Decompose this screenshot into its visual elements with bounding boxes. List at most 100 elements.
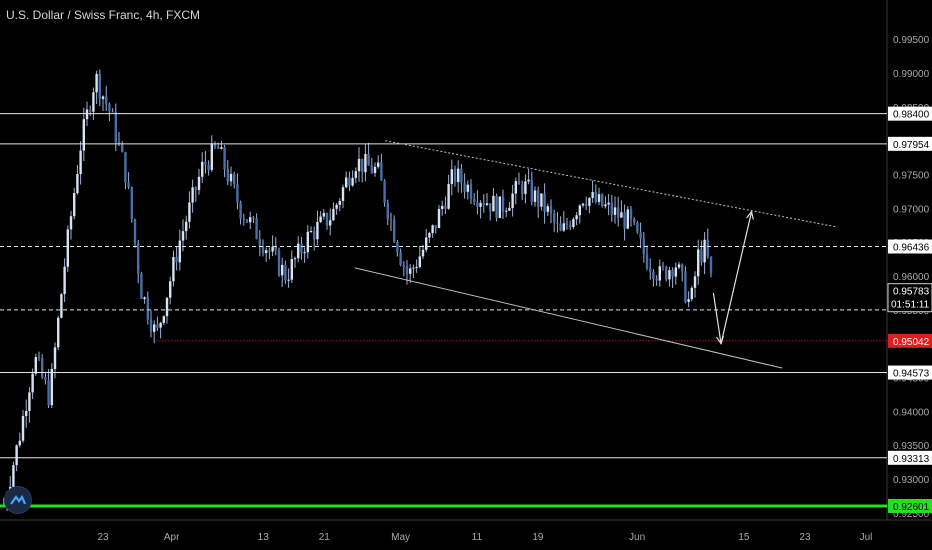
price-tag xyxy=(888,106,932,121)
candle xyxy=(79,141,82,185)
candle xyxy=(137,239,140,284)
candle xyxy=(703,232,706,275)
candle xyxy=(389,212,393,232)
candle xyxy=(412,264,415,278)
candle xyxy=(165,297,169,324)
candle xyxy=(450,159,454,196)
candle xyxy=(485,193,489,207)
candle xyxy=(127,172,130,189)
candle xyxy=(146,291,150,325)
candle xyxy=(69,210,73,240)
candle xyxy=(709,256,713,278)
candle xyxy=(597,187,601,205)
candle xyxy=(441,200,444,216)
channel-upper-line xyxy=(385,140,836,228)
candle xyxy=(261,239,265,257)
candle xyxy=(533,186,537,207)
candle xyxy=(143,296,146,304)
candle xyxy=(341,184,345,209)
candle xyxy=(684,266,687,304)
candle xyxy=(325,212,329,230)
time-tick-label: Apr xyxy=(164,532,180,543)
price-tick-label: 0.97500 xyxy=(893,171,930,182)
candle xyxy=(194,186,198,202)
candle xyxy=(37,351,41,361)
candle xyxy=(28,386,31,423)
candle xyxy=(457,160,460,193)
candle xyxy=(578,204,582,224)
candle xyxy=(354,167,358,184)
candle xyxy=(348,171,351,192)
candle xyxy=(613,196,617,224)
candle xyxy=(463,173,466,199)
candle xyxy=(383,179,386,207)
candle xyxy=(293,256,297,268)
candle xyxy=(492,187,495,212)
time-tick-label: 19 xyxy=(532,532,544,543)
current-price-tag xyxy=(888,333,932,348)
candle xyxy=(114,103,118,151)
candle xyxy=(642,231,646,263)
candle xyxy=(690,285,694,302)
candle xyxy=(498,196,502,219)
price-tag xyxy=(888,239,932,254)
candle xyxy=(159,321,162,339)
price-tag-label: 0.92601 xyxy=(893,502,930,513)
candle xyxy=(469,179,473,204)
candle xyxy=(364,143,367,182)
candle xyxy=(527,168,530,185)
candle xyxy=(521,180,524,201)
time-tick-label: Jul xyxy=(860,532,873,543)
tradingview-logo[interactable] xyxy=(4,486,32,514)
price-tag-label: 0.94573 xyxy=(893,369,930,380)
candle xyxy=(268,247,271,260)
candle xyxy=(402,261,406,277)
candle xyxy=(505,207,508,218)
candle xyxy=(658,259,662,287)
candle xyxy=(572,217,575,229)
candle xyxy=(399,248,402,267)
candle xyxy=(421,244,425,260)
projection-arrow-up xyxy=(720,211,753,344)
candle xyxy=(297,236,300,263)
candle xyxy=(191,179,194,213)
candle xyxy=(156,316,159,331)
time-tick-label: May xyxy=(391,532,410,543)
candle xyxy=(626,206,630,230)
candle xyxy=(258,230,262,257)
price-tag xyxy=(888,450,932,465)
candle xyxy=(133,218,137,248)
candle xyxy=(687,291,690,308)
candle xyxy=(245,219,249,223)
candle xyxy=(89,105,92,117)
countdown-label: 01:51:11 xyxy=(891,300,930,311)
candle xyxy=(233,171,236,189)
candle xyxy=(697,239,700,285)
candle xyxy=(585,196,588,210)
price-tick-label: 0.93000 xyxy=(893,475,930,486)
candle xyxy=(236,173,239,210)
candle xyxy=(447,174,450,210)
candle xyxy=(591,180,594,203)
last-price-box xyxy=(887,283,932,313)
candle xyxy=(60,293,63,319)
candle xyxy=(44,372,47,385)
candle xyxy=(495,193,498,222)
candle xyxy=(169,276,172,305)
projection-arrow-down xyxy=(712,292,722,344)
candle xyxy=(565,217,569,230)
candle xyxy=(633,217,636,226)
candle xyxy=(415,259,418,273)
candle xyxy=(674,262,678,285)
candle xyxy=(517,172,521,185)
candle xyxy=(367,142,370,166)
candle xyxy=(665,265,668,282)
candle xyxy=(476,190,479,215)
price-tick-label: 0.96000 xyxy=(893,272,930,283)
candle xyxy=(540,193,543,211)
candle xyxy=(425,229,428,253)
candle xyxy=(284,260,287,285)
candle xyxy=(319,211,322,224)
